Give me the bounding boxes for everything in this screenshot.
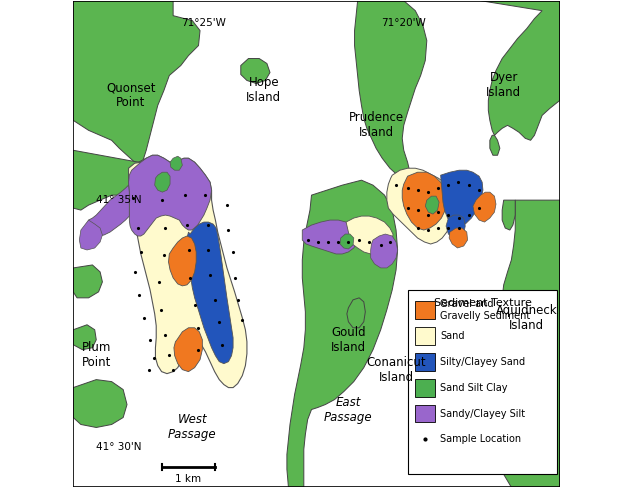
Polygon shape [287,180,398,488]
Polygon shape [441,170,483,226]
Polygon shape [402,172,447,230]
Text: Gould
Island: Gould Island [331,325,366,354]
Polygon shape [496,200,560,488]
Polygon shape [480,0,560,140]
Text: Prudence
Island: Prudence Island [349,111,404,140]
Polygon shape [354,0,427,178]
Polygon shape [73,0,200,162]
Polygon shape [73,150,142,210]
Bar [415,327,434,345]
Polygon shape [449,228,468,248]
Polygon shape [340,234,354,249]
Polygon shape [187,222,233,364]
Polygon shape [154,172,170,192]
Text: 71°20'W: 71°20'W [381,18,426,28]
Bar [415,379,434,397]
Text: Silty/Clayey Sand: Silty/Clayey Sand [440,357,525,366]
Polygon shape [128,155,247,387]
Bar [415,301,434,319]
Bar [415,353,434,371]
Polygon shape [139,158,156,185]
Polygon shape [174,328,203,372]
Polygon shape [446,215,465,238]
Polygon shape [79,220,103,250]
Polygon shape [490,135,500,155]
Text: Sand: Sand [440,331,465,341]
Polygon shape [346,216,393,254]
Text: 41° 30'N: 41° 30'N [96,443,142,452]
Text: Sandy/Clayey Silt: Sandy/Clayey Silt [440,408,525,419]
Polygon shape [128,155,211,236]
Text: Conanicut
Island: Conanicut Island [367,356,426,384]
Polygon shape [241,59,270,83]
Polygon shape [73,380,127,427]
Text: Quonset
Point: Quonset Point [106,81,156,109]
Text: Sample Location: Sample Location [440,434,521,445]
Polygon shape [387,168,451,244]
Polygon shape [87,185,129,236]
Polygon shape [425,196,439,214]
FancyBboxPatch shape [408,290,558,474]
Polygon shape [473,192,496,222]
Bar [415,405,434,423]
Polygon shape [73,325,96,350]
Text: Gravel and
Gravelly Sediment: Gravel and Gravelly Sediment [440,299,530,321]
Text: Hope
Island: Hope Island [246,77,282,104]
Text: Sediment Texture: Sediment Texture [434,298,532,308]
Polygon shape [371,234,398,268]
Polygon shape [347,298,365,328]
Text: Sand Silt Clay: Sand Silt Clay [440,383,508,392]
Text: 41° 35'N: 41° 35'N [96,195,142,205]
Text: 71°25'W: 71°25'W [182,18,227,28]
Text: Plum
Point: Plum Point [82,341,111,369]
Text: Dyer
Island: Dyer Island [486,71,521,100]
Polygon shape [73,265,103,298]
Text: Aquidneck
Island: Aquidneck Island [496,304,558,332]
Polygon shape [170,156,182,170]
Text: East
Passage: East Passage [324,396,373,424]
Polygon shape [303,220,359,254]
Polygon shape [168,236,196,286]
Text: West
Passage: West Passage [168,413,216,442]
Text: 1 km: 1 km [175,474,201,485]
Polygon shape [502,200,515,230]
